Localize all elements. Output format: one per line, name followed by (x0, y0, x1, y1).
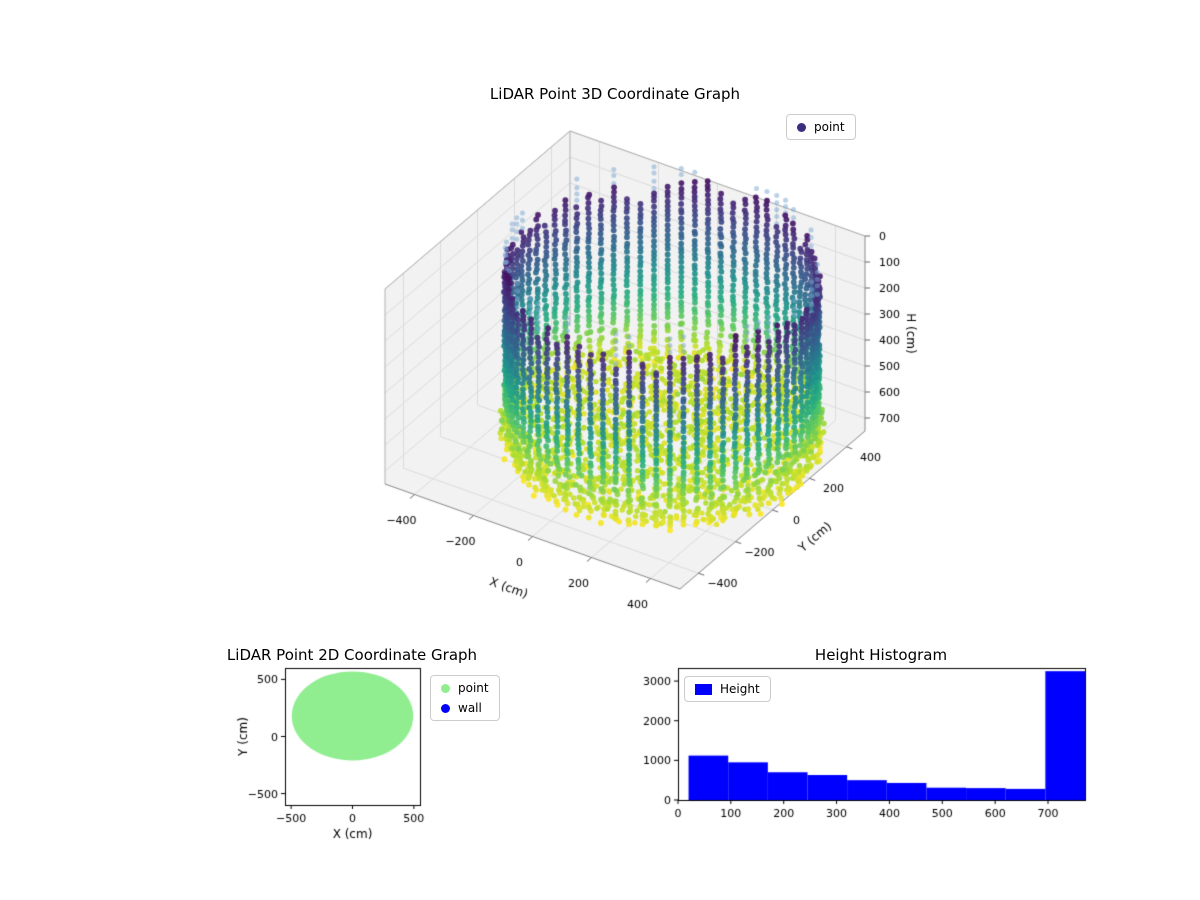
legend-item-height: Height (695, 682, 760, 696)
legend-label-wall: wall (458, 701, 482, 715)
title-histogram: Height Histogram (814, 646, 948, 664)
title-3d-chart: LiDAR Point 3D Coordinate Graph (489, 85, 741, 103)
legend-label-point: point (814, 120, 845, 134)
legend-item-point: point (441, 681, 489, 695)
legend-2d: point wall (430, 675, 500, 721)
title-2d-chart: LiDAR Point 2D Coordinate Graph (226, 646, 478, 664)
legend-label-height: Height (720, 682, 760, 696)
wall-marker-icon (441, 703, 450, 713)
point-marker-icon (797, 122, 806, 132)
legend-3d: point (786, 114, 856, 140)
legend-item-wall: wall (441, 701, 489, 715)
point-marker-icon (441, 683, 450, 693)
legend-label-point: point (458, 681, 489, 695)
legend-histogram: Height (684, 676, 771, 702)
legend-item-point: point (797, 120, 845, 134)
height-marker-icon (695, 683, 712, 695)
